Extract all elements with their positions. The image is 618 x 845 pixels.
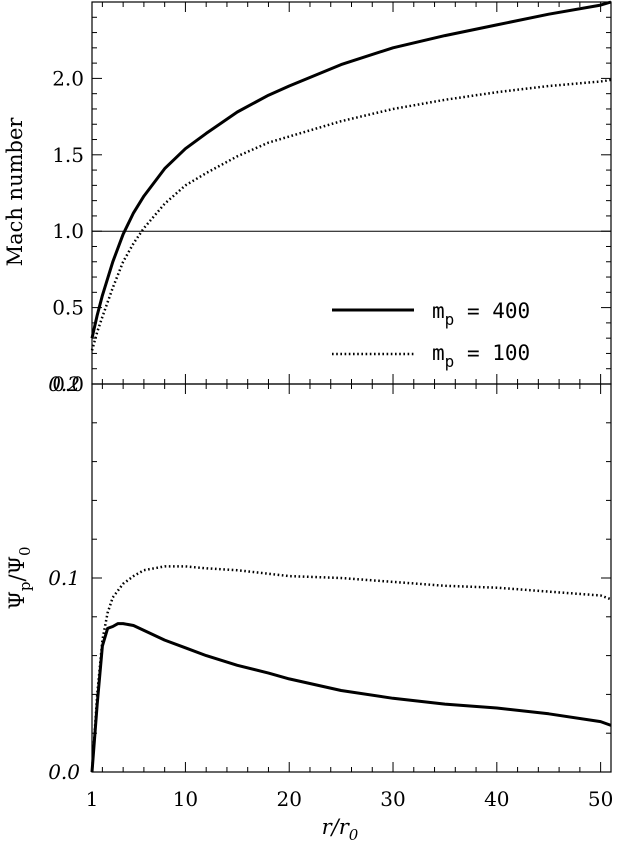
x-label-sub: 0	[349, 826, 359, 844]
bottom-y-tick-label: 0.0	[48, 760, 80, 784]
bottom-plot-frame	[91, 383, 612, 773]
top-y-tick-label: 0.5	[52, 296, 84, 320]
legend-label-mp400-base: m	[432, 299, 445, 323]
bottom-y-label-slash: /Ψ	[5, 556, 29, 582]
top-y-axis-label: Mach number	[3, 117, 27, 267]
legend-label-mp400-rest: = 400	[454, 299, 530, 323]
top-y-tick-label: 1.0	[52, 219, 84, 243]
bottom-y-axis-label: Ψp/Ψ0	[5, 546, 34, 609]
bottom-y-label-psi: Ψ	[5, 591, 29, 609]
top-plot-frame	[91, 1, 612, 385]
x-tick-label: 50	[588, 787, 613, 811]
legend-label-mp100-rest: = 100	[454, 341, 530, 365]
bottom-y-tick-label: 0.1	[48, 566, 80, 590]
bottom-series-group	[90, 565, 612, 773]
bottom-y-tick-label: 0.2	[48, 372, 80, 396]
x-tick-label: 20	[276, 787, 301, 811]
legend-label-mp400: mp = 400	[432, 299, 530, 329]
bottom-y-label-sub-0: 0	[16, 546, 34, 556]
legend-label-mp100-base: m	[432, 341, 445, 365]
psi-series-dotted	[90, 565, 612, 773]
x-label-main: r/r	[322, 815, 351, 839]
x-tick-label: 1	[86, 787, 99, 811]
x-tick-label: 40	[484, 787, 509, 811]
top-y-tick-label: 0.0	[52, 372, 84, 396]
psi-series-solid	[90, 622, 612, 773]
mach-series-solid	[90, 0, 612, 339]
top-axis-ticks: 0.0 0.5 1.0 1.5 2.0	[52, 1, 611, 396]
x-tick-label: 30	[380, 787, 405, 811]
top-y-tick-label: 1.5	[52, 143, 84, 167]
top-y-tick-label: 2.0	[52, 66, 84, 90]
top-series-group	[90, 0, 612, 351]
legend-label-mp400-sub: p	[445, 310, 455, 329]
legend-label-mp100: mp = 100	[432, 341, 530, 371]
legend: mp = 400 mp = 100	[332, 299, 530, 371]
x-axis-label: r/r0	[322, 815, 359, 844]
psi-ratio-panel: 0.00.10.21 10 20 30 40 50 Ψp/Ψ0 r/r0	[5, 372, 613, 844]
mach-number-panel: 0.00.51.01.52.0 Mach number mp = 400 mp …	[3, 0, 612, 396]
x-tick-label: 10	[173, 787, 198, 811]
legend-label-mp100-sub: p	[445, 352, 455, 371]
bottom-axis-ticks: 0.0 0.1 0.2 1 10 20 30 40 50	[48, 372, 613, 811]
bottom-y-label-sub-p: p	[16, 582, 34, 592]
